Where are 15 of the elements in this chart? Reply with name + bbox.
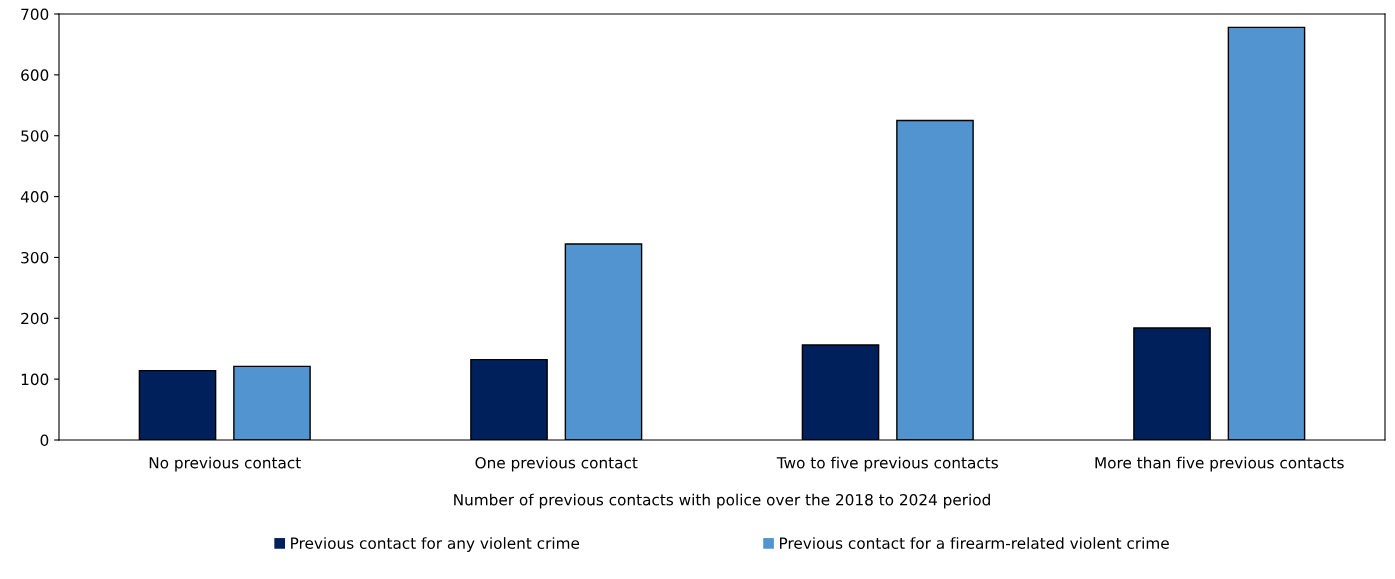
y-tick-label: 500	[21, 130, 49, 142]
y-tick-label: 300	[21, 251, 49, 264]
y-tick-label: 600	[21, 69, 49, 81]
legend-label: Previous contact for a firearm-related violent crime	[780, 537, 1169, 549]
x-tick-label: No previous contact	[149, 456, 301, 472]
x-tick-label: More than five previous contacts	[1095, 456, 1344, 472]
x-axis-title: Number of previous contacts with police over the 2018 to 2024 period	[454, 493, 990, 509]
y-tick-label: 100	[21, 373, 49, 386]
y-tick-label: 200	[21, 312, 49, 325]
y-tick-label: 700	[21, 8, 49, 21]
y-tick-label: 0	[40, 434, 49, 447]
y-tick-label: 400	[20, 191, 49, 203]
x-tick-label: Two to five previous contacts	[776, 456, 998, 472]
legend-label: Previous contact for any violent crime	[291, 537, 580, 552]
x-tick-label: One previous contact	[475, 456, 638, 472]
